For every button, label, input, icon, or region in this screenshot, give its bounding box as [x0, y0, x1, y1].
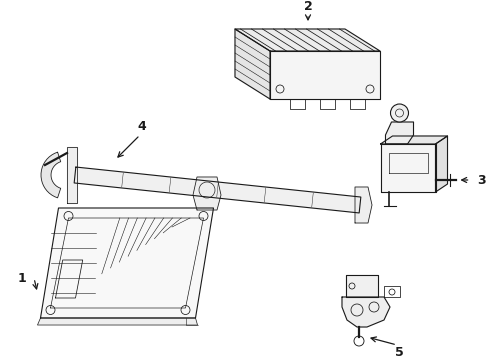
Polygon shape	[41, 152, 61, 198]
Polygon shape	[235, 29, 380, 51]
Text: 2: 2	[304, 0, 313, 13]
Polygon shape	[74, 167, 361, 213]
Polygon shape	[193, 177, 221, 210]
Polygon shape	[346, 275, 378, 297]
Polygon shape	[270, 51, 380, 99]
Polygon shape	[386, 122, 414, 144]
Circle shape	[391, 104, 409, 122]
Polygon shape	[38, 318, 197, 325]
Text: 5: 5	[394, 346, 403, 359]
Polygon shape	[381, 144, 436, 192]
Polygon shape	[381, 136, 447, 144]
Polygon shape	[355, 187, 372, 223]
Polygon shape	[436, 136, 447, 192]
Text: 3: 3	[477, 174, 486, 186]
Text: 1: 1	[18, 271, 26, 284]
Polygon shape	[235, 29, 270, 99]
Text: 4: 4	[138, 121, 147, 134]
Polygon shape	[342, 297, 390, 327]
Polygon shape	[67, 147, 77, 203]
Polygon shape	[41, 208, 214, 318]
